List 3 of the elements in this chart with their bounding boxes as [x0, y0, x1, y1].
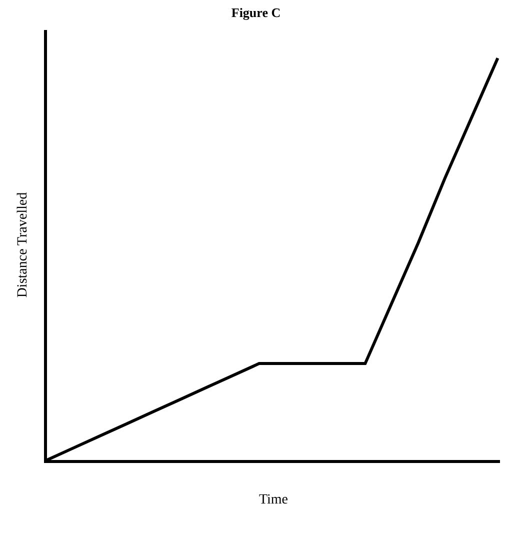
x-axis-title: Time [258, 492, 288, 508]
chart-title: Figure C [231, 5, 281, 20]
y-axis-title: Distance Travelled [16, 192, 31, 298]
